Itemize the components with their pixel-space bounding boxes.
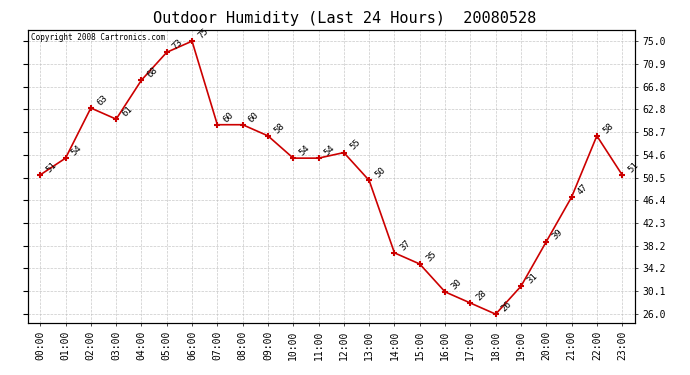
Text: 31: 31 [525, 272, 539, 285]
Text: 47: 47 [575, 182, 590, 196]
Text: 58: 58 [272, 121, 286, 135]
Text: 51: 51 [44, 160, 59, 174]
Text: 28: 28 [475, 288, 489, 302]
Text: 54: 54 [70, 143, 83, 158]
Text: 37: 37 [399, 238, 413, 252]
Text: 51: 51 [627, 160, 640, 174]
Text: Outdoor Humidity (Last 24 Hours)  20080528: Outdoor Humidity (Last 24 Hours) 2008052… [153, 11, 537, 26]
Text: Copyright 2008 Cartronics.com: Copyright 2008 Cartronics.com [30, 33, 165, 42]
Text: 54: 54 [297, 143, 311, 158]
Text: 73: 73 [171, 38, 185, 51]
Text: 61: 61 [120, 104, 135, 118]
Text: 68: 68 [146, 65, 159, 80]
Text: 60: 60 [221, 110, 235, 124]
Text: 50: 50 [373, 166, 387, 180]
Text: 55: 55 [348, 138, 362, 152]
Text: 63: 63 [95, 93, 109, 107]
Text: 54: 54 [323, 143, 337, 158]
Text: 60: 60 [247, 110, 261, 124]
Text: 58: 58 [601, 121, 615, 135]
Text: 35: 35 [424, 249, 438, 263]
Text: 26: 26 [500, 299, 514, 314]
Text: 39: 39 [551, 227, 564, 241]
Text: 75: 75 [196, 26, 210, 40]
Text: 30: 30 [449, 277, 463, 291]
